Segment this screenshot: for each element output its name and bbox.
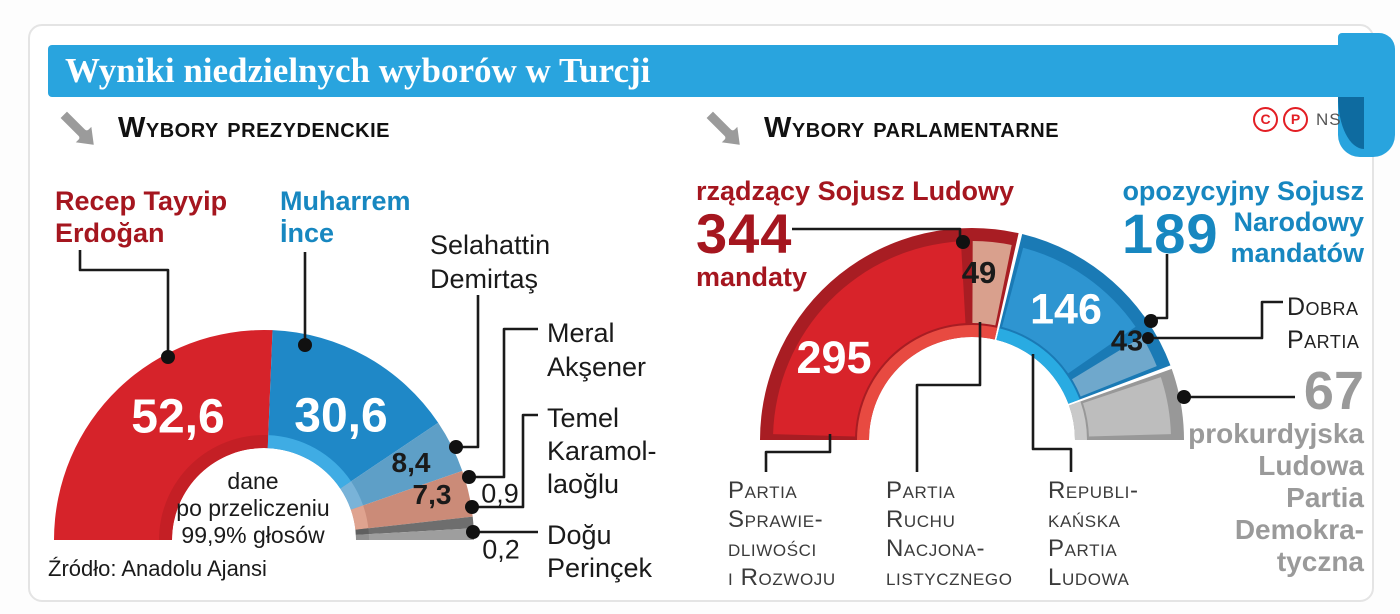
leader-akp <box>764 434 832 472</box>
segment-Doğu Perinçek <box>355 528 474 540</box>
segment-bevel-Temel Karamollaoğlu <box>355 528 369 535</box>
count-note: dane po przeliczeniu 99,9% głosów <box>176 468 330 548</box>
candidate-label-demirtas: Selahattin Demirtaş <box>430 230 551 294</box>
phonogram-icon: P <box>1283 107 1308 132</box>
leader-erdogan <box>78 250 170 352</box>
ruling-alliance-block: rządzący Sojusz Ludowy 344 mandaty <box>696 176 1014 292</box>
segment-bevel-Meral Akşener <box>350 505 369 530</box>
segment-Temel Karamollaoğlu <box>355 516 474 535</box>
leader-344 <box>792 227 962 238</box>
background-card <box>28 24 1374 602</box>
segment-bevel-Muharrem İnce <box>267 435 352 489</box>
hdp-seats: 67 <box>1303 361 1364 421</box>
leader-dobra-partia <box>1154 300 1283 340</box>
leader-karamollaoglu <box>478 413 538 509</box>
value-aksener: 7,3 <box>412 479 452 510</box>
section-header-parliamentary: Wybory parlamentarne <box>764 112 1060 144</box>
alliance-bevel-rządzący Sojusz Ludowy <box>857 325 998 440</box>
ruling-alliance-seats: 344 <box>696 202 793 265</box>
alliance-bevel-prokurdyjska Ludowa Partia Demokratyczna <box>1069 401 1087 440</box>
iyi-party-label: Dobra Partia <box>1287 293 1360 354</box>
chp-party-label: Republi- kańska Partia Ludowa <box>1048 477 1139 591</box>
value-ince: 30,6 <box>294 389 388 443</box>
party-panel-Republikańska Partia Ludowa <box>1002 247 1136 374</box>
value-iyi: 43 <box>1110 325 1144 358</box>
party-panel-Dobra Partia <box>1071 336 1157 397</box>
title-bar <box>48 45 1340 97</box>
leader-189 <box>1157 254 1169 320</box>
hdp-block: 67 prokurdyjska Ludowa Partia Demokra- t… <box>1188 361 1364 577</box>
opposition-alliance-seats: 189 <box>1122 202 1219 265</box>
candidate-label-ince: Muharrem İnce <box>280 186 411 248</box>
arrow-down-right-icon <box>700 105 746 151</box>
candidate-label-erdogan: Recep Tayyip Erdoğan <box>55 186 228 248</box>
candidate-label-karamollaoglu: Temel Karamol- laoğlu <box>547 403 657 499</box>
segment-Recep Tayyip Erdoğan <box>54 329 273 540</box>
opposition-alliance-label2: Narodowy <box>1233 207 1364 237</box>
party-panel-Partia Sprawiedliwości i Rozwoju <box>773 241 966 437</box>
ruling-alliance-label: rządzący Sojusz Ludowy <box>696 176 1015 206</box>
party-panel-Partia Ruchu Nacjonalistycznego <box>972 241 1012 326</box>
mhp-party-label: Partia Ruchu Nacjona- listycznego <box>886 477 1013 591</box>
copyright-icon: C <box>1253 107 1278 132</box>
arrow-down-right-icon <box>54 105 100 151</box>
akp-party-label: Partia Sprawie- dliwości i Rozwoju <box>728 477 836 591</box>
opposition-alliance-label: opozycyjny Sojusz <box>1122 176 1364 206</box>
opposition-alliance-block: opozycyjny Sojusz 189 Narodowy mandatów <box>1122 176 1364 269</box>
leader-demirtas <box>462 295 480 449</box>
value-perincek: 0,2 <box>482 534 520 565</box>
segment-bevel-Recep Tayyip Erdoğan <box>159 435 269 540</box>
value-mhp: 49 <box>961 255 997 290</box>
ruling-alliance-unit: mandaty <box>696 262 808 292</box>
credits: C P NS <box>1253 107 1342 132</box>
section-header-presidential: Wybory prezydenckie <box>118 112 390 144</box>
value-demirtas: 8,4 <box>391 447 431 478</box>
segment-bevel-Doğu Perinçek <box>355 534 369 540</box>
segment-Selahattin Demirtaş <box>340 422 463 510</box>
leader-aksener <box>475 327 538 479</box>
value-erdogan: 52,6 <box>131 390 225 444</box>
credits-initials: NS <box>1316 109 1342 129</box>
candidate-label-aksener: Meral Akşener <box>547 318 647 382</box>
value-akp: 295 <box>796 332 872 383</box>
alliance-bevel-opozycyjny Sojusz Narodowy <box>996 328 1080 404</box>
candidate-label-perincek: Doğu Perinçek <box>547 520 653 583</box>
segment-Meral Akşener <box>350 470 473 530</box>
leader-mhp <box>915 322 982 472</box>
party-panel-Ludowa Partia Demokratyczna <box>1083 377 1171 437</box>
value-chp: 146 <box>1030 285 1102 334</box>
page-title: Wyniki niedzielnych wyborów w Turcji <box>65 51 651 90</box>
opposition-alliance-unit: mandatów <box>1230 238 1364 268</box>
segment-bevel-Selahattin Demirtaş <box>340 481 364 510</box>
source-note: Źródło: Anadolu Ajansi <box>48 556 267 581</box>
leader-chp <box>1031 354 1073 472</box>
value-karamollaoglu: 0,9 <box>481 478 519 509</box>
